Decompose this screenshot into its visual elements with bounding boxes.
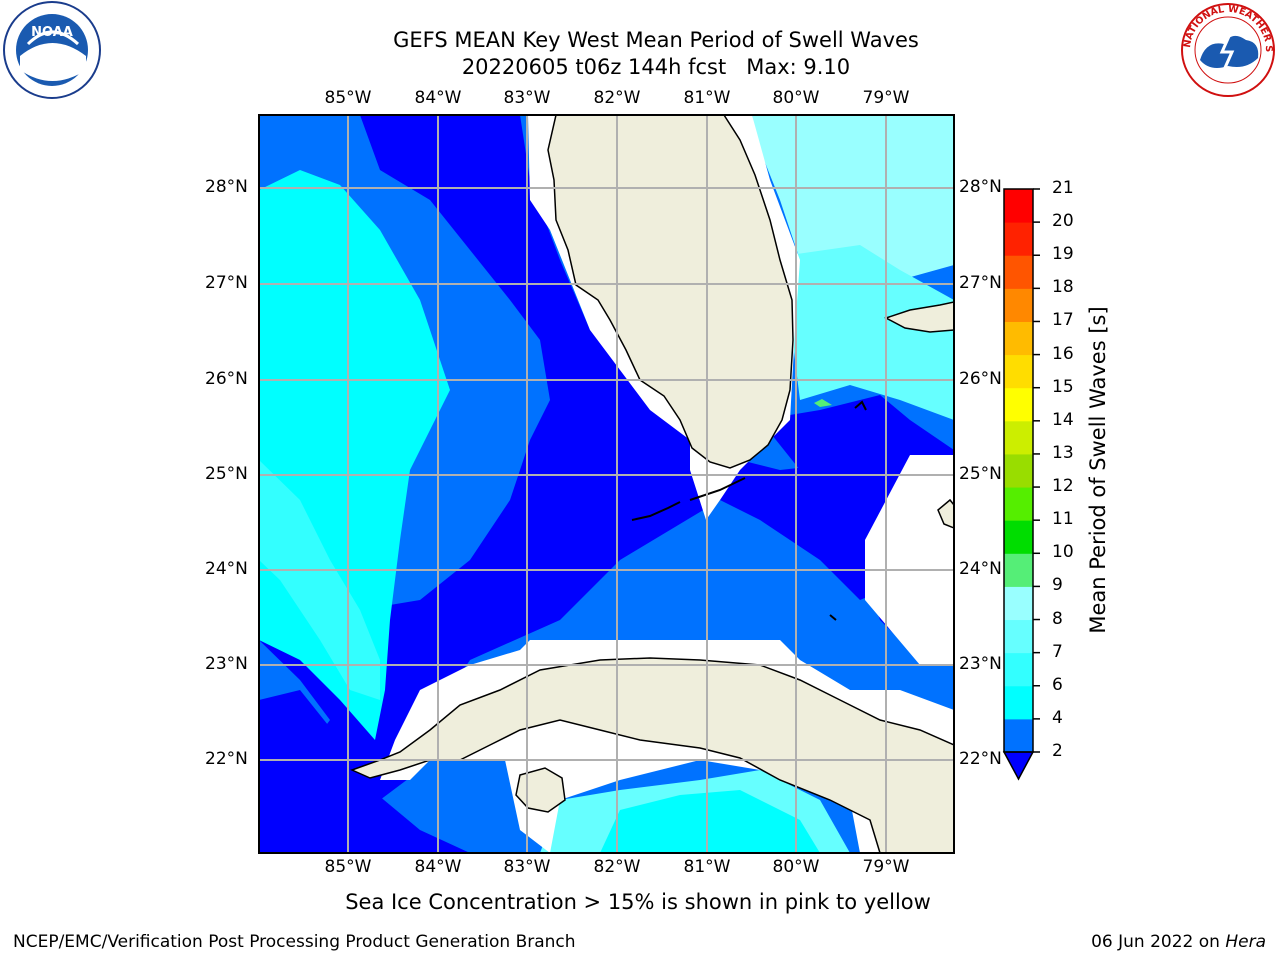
colorbar-segment — [1004, 619, 1033, 654]
colorbar-tick-label: 16 — [1052, 343, 1074, 364]
lon-tick-label: 82°W — [593, 88, 641, 108]
colorbar-tick-label: 19 — [1052, 244, 1074, 265]
colorbar-tick-label: 18 — [1052, 277, 1074, 298]
colorbar-segment — [1004, 718, 1033, 753]
map-area — [259, 115, 954, 853]
lat-tick-label: 26°N — [205, 369, 248, 389]
colorbar-tick-label: 9 — [1052, 575, 1063, 596]
lat-tick-label: 24°N — [205, 559, 248, 579]
map-title: GEFS MEAN Key West Mean Period of Swell … — [393, 28, 919, 52]
lon-tick-label: 84°W — [414, 88, 462, 108]
map-frame — [258, 114, 955, 854]
sea-region-4to6-south — [600, 790, 820, 853]
lon-tick-label: 84°W — [414, 857, 462, 877]
colorbar-segment — [1004, 354, 1033, 389]
noaa-logo-text: NOAA — [31, 25, 73, 40]
colorbar-frame — [1003, 188, 1034, 753]
colorbar-tick-label: 4 — [1052, 707, 1063, 728]
colorbar-tick-label: 8 — [1052, 608, 1063, 629]
lat-tick-label: 25°N — [205, 464, 248, 484]
lon-tick-label: 79°W — [862, 857, 910, 877]
sea-region-below-2-east — [760, 395, 954, 480]
lon-tick-label: 83°W — [503, 88, 551, 108]
footer-host: Hera — [1225, 932, 1266, 952]
lat-tick-label: 28°N — [205, 177, 248, 197]
colorbar-segment — [1004, 685, 1033, 720]
sea-region-below-2-sw — [259, 690, 470, 853]
colorbar-segment — [1004, 420, 1033, 455]
lat-tick-label: 22°N — [205, 749, 248, 769]
colorbar-tick-label: 2 — [1052, 741, 1063, 761]
colorbar-segment — [1004, 652, 1033, 687]
lat-tick-label: 24°N — [959, 559, 1002, 579]
lat-tick-label: 23°N — [959, 654, 1002, 674]
footer-credit: NCEP/EMC/Verification Post Processing Pr… — [13, 932, 576, 952]
lon-tick-label: 80°W — [772, 88, 820, 108]
nodata-bahamas-east — [865, 455, 954, 665]
sea-region-6to7-ne — [790, 245, 954, 420]
land-bahamas-east — [937, 498, 954, 529]
land-isle-of-youth — [515, 767, 566, 813]
footer-date-text: 06 Jun 2022 on — [1091, 932, 1226, 952]
land-cuba — [349, 657, 954, 853]
lat-tick-label: 28°N — [959, 177, 1002, 197]
colorbar-tick-label: 12 — [1052, 476, 1074, 497]
nws-logo: NATIONAL WEATHER SERVICE — [1172, 0, 1280, 104]
colorbar-segment — [1004, 553, 1033, 587]
colorbar-tick-label: 10 — [1052, 542, 1074, 563]
colorbar-segment — [1004, 586, 1033, 621]
sea-region-9to10-spot — [814, 399, 832, 407]
lon-tick-label: 80°W — [772, 857, 820, 877]
land-florida-keys — [631, 477, 746, 521]
colorbar-segment — [1004, 520, 1033, 554]
colorbar-tick-label: 21 — [1052, 178, 1074, 198]
colorbar-segment — [1004, 487, 1033, 521]
colorbar-tick-label: 20 — [1052, 211, 1074, 232]
land-bahamas-andros — [884, 301, 954, 333]
lon-tick-label: 83°W — [503, 857, 551, 877]
lon-tick-label: 81°W — [683, 857, 731, 877]
colorbar-extend-arrow — [1002, 751, 1035, 781]
colorbar-segment — [1004, 288, 1033, 322]
lat-tick-label: 26°N — [959, 369, 1002, 389]
noaa-logo: NOAA — [0, 0, 104, 104]
colorbar-segment — [1004, 453, 1033, 488]
lon-tick-label: 81°W — [683, 88, 731, 108]
colorbar — [1002, 188, 1040, 781]
colorbar-tick-label: 13 — [1052, 442, 1074, 463]
colorbar-segment — [1004, 321, 1033, 356]
colorbar-segment — [1004, 189, 1033, 223]
footer-date: 06 Jun 2022 on Hera — [1091, 932, 1266, 952]
lon-tick-label: 82°W — [593, 857, 641, 877]
lat-tick-label: 22°N — [959, 749, 1002, 769]
colorbar-tick-label: 15 — [1052, 376, 1074, 397]
lat-tick-label: 27°N — [205, 273, 248, 293]
gridlines — [259, 115, 954, 853]
land-bahamas-small — [829, 400, 867, 621]
lat-tick-label: 27°N — [959, 273, 1002, 293]
sea-region-below-2-central — [259, 115, 954, 853]
colorbar-tick-label: 11 — [1052, 509, 1074, 530]
colorbar-tick-label: 14 — [1052, 409, 1074, 430]
lon-tick-label: 85°W — [324, 88, 372, 108]
colorbar-segment — [1004, 222, 1033, 256]
colorbar-tick-label: 7 — [1052, 641, 1063, 662]
colorbar-segment — [1004, 387, 1033, 422]
colorbar-tick-label: 17 — [1052, 310, 1074, 331]
map-subtitle: 20220605 t06z 144h fcst Max: 9.10 — [461, 55, 851, 79]
lon-tick-label: 85°W — [324, 857, 372, 877]
lon-tick-label: 79°W — [862, 88, 910, 108]
colorbar-tick-label: 6 — [1052, 674, 1063, 695]
colorbar-segment — [1004, 255, 1033, 289]
sea-ice-note: Sea Ice Concentration > 15% is shown in … — [345, 890, 931, 914]
sea-region-6to7-west — [259, 460, 380, 700]
colorbar-title: Mean Period of Swell Waves [s] — [1086, 306, 1110, 634]
lat-tick-label: 25°N — [959, 464, 1002, 484]
lat-tick-label: 23°N — [205, 654, 248, 674]
